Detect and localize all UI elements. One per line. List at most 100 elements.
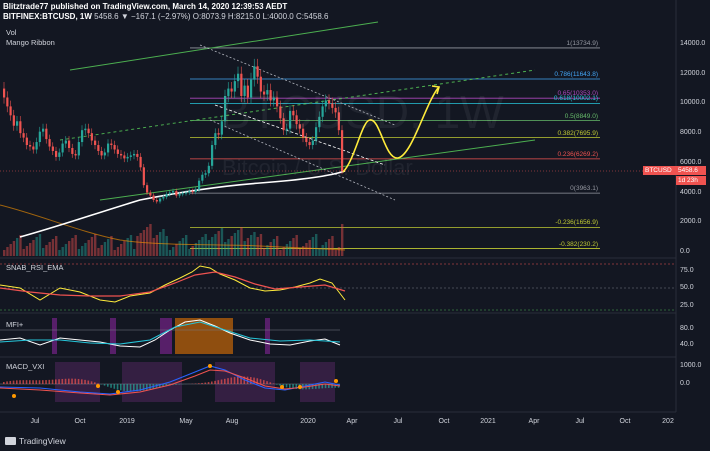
volume-indicator-label[interactable]: Vol (6, 28, 17, 37)
volume-bar (152, 238, 155, 256)
macd-histogram-bar (198, 383, 200, 384)
fib-retracement[interactable] (190, 47, 600, 249)
green-dashed-trendline[interactable] (59, 69, 536, 141)
volume-bar (172, 247, 175, 256)
volume-bar (272, 239, 276, 256)
volume-bar (311, 237, 315, 256)
macd-histogram-bar (237, 376, 239, 384)
volume-bar (120, 244, 123, 256)
macd-histogram-bar (9, 380, 12, 384)
volume-bar (48, 242, 51, 256)
volume-bar (259, 234, 263, 256)
candle-body (61, 143, 64, 153)
candle-body (110, 143, 113, 146)
macd-histogram-bar (165, 384, 168, 386)
candle-body (188, 191, 191, 193)
volume-bar (207, 240, 211, 256)
candle-body (259, 76, 262, 92)
candle-body (123, 155, 126, 159)
mfi-axis-80: 80.0 (680, 325, 694, 332)
volume-bar (246, 238, 250, 256)
candle-body (90, 133, 93, 141)
macd-histogram-bar (81, 379, 83, 384)
candle-body (207, 165, 210, 174)
macd-indicator-label[interactable]: MACD_VXI (6, 362, 45, 371)
candle-body (162, 197, 165, 199)
candle-body (194, 189, 197, 192)
candle-body (81, 130, 84, 143)
volume-bar (103, 242, 107, 256)
macd-histogram-bar (29, 380, 31, 384)
channel-upper-line[interactable] (199, 44, 396, 126)
macd-histogram-bar (230, 377, 233, 384)
projection-path[interactable] (342, 87, 439, 173)
macd-histogram-bar (12, 380, 15, 384)
macd-histogram-bar (48, 379, 51, 384)
candle-body (165, 194, 168, 198)
macd-histogram-bar (201, 382, 203, 384)
macd-histogram-bar (90, 381, 93, 384)
price-axis-label: 0.0 (680, 248, 690, 255)
volume-bar (256, 237, 259, 256)
macd-histogram-bar (38, 380, 41, 384)
macd-histogram-bar (74, 378, 77, 384)
volume-bar (243, 241, 246, 256)
mango-ribbon-label[interactable]: Mango Ribbon (6, 38, 55, 47)
macd-histogram-bar (126, 384, 129, 392)
candle-body (120, 153, 123, 156)
volume-bar (334, 250, 337, 256)
volume-bar (9, 244, 12, 256)
candle-body (42, 128, 45, 132)
candle-body (35, 142, 38, 150)
mfi-indicator-label[interactable]: MFI+ (6, 320, 24, 329)
macd-histogram-bar (94, 382, 96, 384)
rsi-indicator-label[interactable]: SNAB_RSI_EMA (6, 263, 64, 272)
volume-bar (269, 242, 272, 256)
macd-histogram-bar (204, 382, 207, 384)
candle-body (155, 200, 158, 202)
candle-body (77, 142, 80, 156)
channel-lower-line[interactable] (209, 119, 396, 201)
macd-histogram-bar (129, 384, 132, 392)
green-upper-trendline[interactable] (69, 21, 379, 71)
channel-mid-line[interactable] (214, 104, 386, 166)
candle-body (233, 81, 236, 92)
macd-histogram-bar (220, 379, 223, 384)
candle-body (341, 130, 344, 171)
volume-bar (22, 249, 25, 256)
candle-body (152, 195, 155, 200)
volume-bar (133, 249, 136, 256)
volume-bar (220, 228, 224, 256)
volume-bar (341, 224, 344, 256)
volume-bar (19, 235, 22, 256)
volume-bar (305, 243, 308, 256)
macd-cross-markers (12, 364, 338, 398)
tradingview-logo[interactable]: TradingView (5, 436, 66, 446)
macd-histogram-bar (253, 377, 255, 384)
volume-bar (155, 235, 159, 256)
symbol-name[interactable]: BITFINEX:BTCUSD, 1W (3, 12, 92, 21)
rsi-ema-line (0, 271, 346, 297)
macd-histogram-bar (51, 379, 54, 384)
volume-bar (110, 236, 113, 256)
price-axis-label: 6000.0 (680, 158, 702, 166)
macd-histogram-bar (61, 378, 64, 384)
macd-histogram-bar (133, 384, 135, 392)
volume-bar (16, 238, 19, 256)
macd-histogram-bar (103, 384, 106, 386)
candle-body (298, 124, 301, 129)
candle-body (68, 140, 71, 148)
macd-histogram-bar (3, 382, 5, 384)
macd-histogram-bar (256, 378, 259, 384)
volume-bar (289, 241, 292, 256)
candle-body (337, 112, 340, 131)
volume-bar (58, 250, 61, 256)
macd-histogram-bar (22, 380, 25, 384)
volume-bar (175, 244, 178, 256)
macd-histogram-bar (331, 384, 333, 388)
price-tag-value: 5458.6 (676, 166, 706, 175)
candle-body (305, 137, 308, 143)
candle-body (175, 191, 178, 196)
green-lower-trendline[interactable] (99, 139, 536, 201)
